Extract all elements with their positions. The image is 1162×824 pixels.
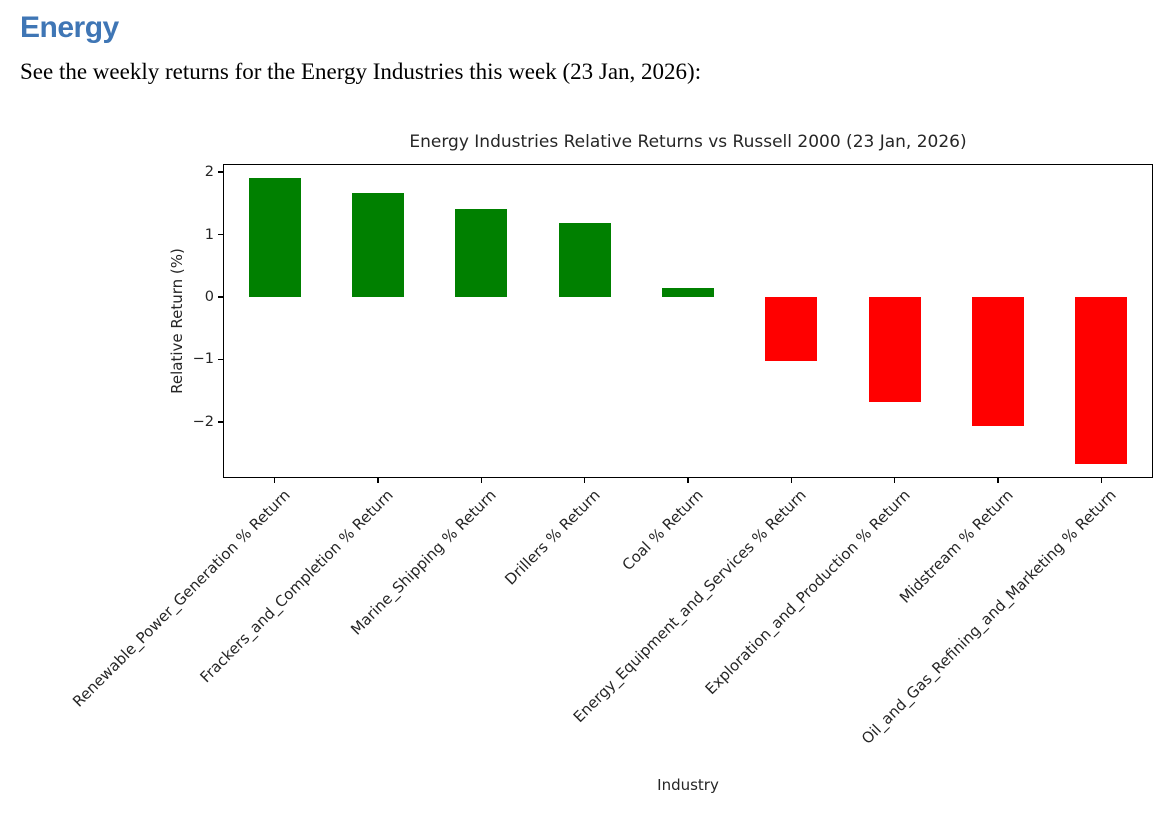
x-tick-mark — [377, 478, 379, 483]
bar-negative — [868, 296, 921, 402]
y-tick-mark — [218, 358, 223, 361]
y-tick-mark — [218, 233, 223, 236]
x-tick-mark — [480, 478, 483, 483]
y-tick-label: 1 — [204, 226, 214, 243]
bar-positive — [455, 208, 508, 297]
x-tick-mark — [790, 478, 793, 483]
chart-title: Energy Industries Relative Returns vs Ru… — [409, 132, 967, 152]
y-tick-label: 0 — [204, 288, 214, 305]
y-tick-mark — [218, 171, 223, 173]
y-tick-label: −1 — [192, 351, 214, 368]
bar-negative — [972, 296, 1024, 426]
x-tick-mark — [273, 478, 276, 483]
x-tick-mark — [997, 478, 999, 483]
bar-positive — [558, 223, 611, 297]
x-axis-label: Industry — [657, 776, 719, 794]
y-tick-label: −2 — [192, 413, 214, 430]
x-tick-mark — [583, 478, 586, 483]
bar-negative — [1075, 296, 1128, 464]
x-tick-mark — [687, 478, 689, 483]
x-tick-mark — [893, 478, 896, 483]
section-heading: Energy — [20, 11, 119, 44]
bar-positive — [662, 288, 714, 297]
y-tick-label: 2 — [204, 164, 214, 181]
y-axis-label: Relative Return (%) — [168, 248, 186, 394]
x-tick-mark — [1100, 478, 1103, 483]
y-tick-mark — [218, 296, 223, 298]
bar-negative — [765, 296, 818, 361]
intro-text: See the weekly returns for the Energy In… — [20, 59, 702, 84]
bar-positive — [352, 192, 404, 297]
bar-positive — [248, 178, 301, 297]
y-tick-mark — [218, 421, 223, 423]
